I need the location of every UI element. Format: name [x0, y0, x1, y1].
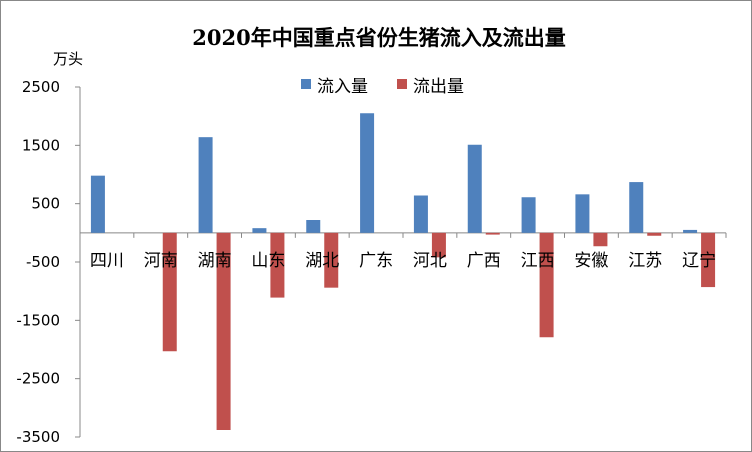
tick-labels: 2500 1500 500 -500 -1500 -2500 -3500 四川 河南 湖南 山东 湖北…: [16, 78, 716, 446]
bar-inflow-11: [683, 229, 698, 233]
y-tick-label: -1500: [16, 311, 60, 329]
legend-swatch-outflow: [397, 79, 407, 89]
bar-outflow-9: [593, 232, 608, 247]
y-tick-label: 1500: [22, 136, 60, 154]
axes: [75, 86, 727, 438]
y-tick-label: -3500: [16, 428, 60, 446]
category-label: 辽宁: [682, 251, 716, 271]
bar-outflow-1: [162, 232, 177, 352]
legend: 流入量 流出量: [301, 77, 464, 97]
category-label: 江西: [521, 251, 555, 271]
category-label: 江苏: [628, 251, 662, 271]
y-axis-unit-label: 万头: [53, 50, 83, 68]
bar-inflow-7: [467, 144, 482, 233]
category-label: 安徽: [574, 251, 608, 271]
bars: [90, 113, 716, 430]
category-label: 四川: [90, 251, 124, 271]
category-label: 广东: [359, 251, 393, 271]
bar-inflow-8: [521, 197, 536, 233]
legend-label-inflow: 流入量: [317, 77, 368, 97]
bar-outflow-10: [647, 232, 662, 236]
bar-outflow-4: [324, 232, 339, 288]
bar-outflow-11: [701, 232, 716, 288]
bar-inflow-2: [198, 137, 213, 233]
legend-swatch-inflow: [301, 79, 311, 89]
y-tick-label: -500: [26, 253, 60, 271]
bar-inflow-3: [252, 228, 267, 233]
bar-outflow-2: [216, 232, 231, 430]
category-label: 广西: [467, 251, 501, 271]
bar-inflow-10: [629, 182, 644, 233]
bar-inflow-9: [575, 194, 590, 233]
category-label: 湖南: [198, 251, 232, 271]
category-label: 河北: [413, 251, 447, 271]
bar-inflow-6: [413, 195, 428, 233]
bar-inflow-4: [306, 220, 321, 233]
legend-label-outflow: 流出量: [413, 77, 464, 97]
bar-outflow-7: [485, 232, 500, 235]
y-tick-label: 500: [31, 195, 60, 213]
bar-inflow-5: [360, 113, 375, 233]
y-tick-label: -2500: [16, 370, 60, 388]
y-tick-label: 2500: [22, 78, 60, 96]
category-label: 河南: [144, 251, 178, 271]
bar-outflow-8: [539, 232, 554, 338]
category-label: 湖北: [305, 251, 339, 271]
bar-outflow-3: [270, 232, 285, 298]
chart-title: 2020年中国重点省份生猪流入及流出量: [192, 25, 565, 50]
bar-outflow-6: [431, 232, 446, 258]
bar-inflow-0: [90, 175, 105, 233]
category-label: 山东: [251, 251, 285, 271]
